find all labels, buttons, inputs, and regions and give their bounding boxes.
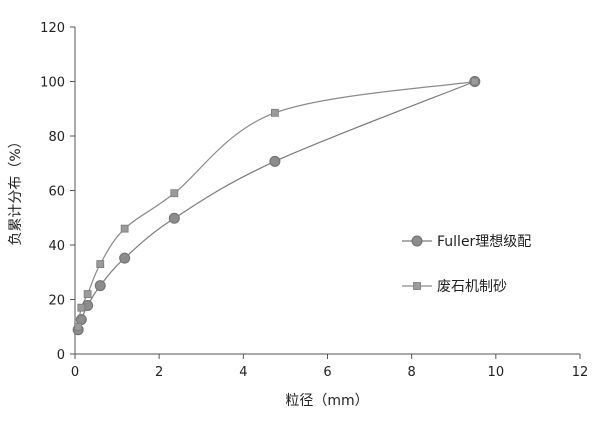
x-tick-label: 2	[155, 365, 163, 380]
y-axis-title: 负累计分布（%）	[8, 134, 24, 245]
legend-label-fuller: Fuller理想级配	[437, 234, 531, 250]
data-point-fuller	[168, 212, 180, 224]
legend-marker-waste-rock-sand	[413, 282, 421, 290]
legend-label-waste-rock-sand: 废石机制砂	[437, 279, 507, 295]
y-tick-label: 20	[48, 294, 65, 309]
y-tick-label: 120	[40, 21, 65, 36]
legend: Fuller理想级配 废石机制砂	[402, 234, 531, 295]
data-point-waste-rock-sand	[77, 303, 86, 312]
plot-area: 0 2 4 6 8 10 12 0 20 40 60 80 100 120	[40, 21, 588, 380]
y-tick-label: 40	[48, 239, 65, 254]
series-layer	[72, 76, 481, 336]
x-tick-label: 10	[488, 365, 505, 380]
x-tick-label: 12	[572, 365, 589, 380]
data-point-waste-rock-sand	[270, 108, 279, 117]
data-point-waste-rock-sand	[74, 322, 83, 331]
legend-item-waste-rock-sand: 废石机制砂	[402, 279, 507, 295]
data-point-fuller	[119, 252, 131, 264]
data-point-fuller	[269, 155, 281, 167]
data-point-waste-rock-sand	[96, 260, 105, 268]
data-point-fuller	[94, 280, 106, 292]
series-line-1	[77, 80, 475, 327]
x-axis-ticks: 0 2 4 6 8 10 12	[71, 354, 588, 380]
y-axis-ticks: 0 20 40 60 80 100 120	[40, 21, 75, 363]
x-tick-label: 6	[323, 365, 331, 380]
series-line-0	[77, 80, 476, 330]
x-tick-label: 0	[71, 365, 79, 380]
data-point-waste-rock-sand	[83, 290, 92, 298]
legend-marker-fuller	[411, 235, 423, 247]
legend-item-fuller: Fuller理想级配	[402, 234, 531, 250]
x-tick-label: 8	[408, 365, 416, 380]
y-tick-label: 100	[40, 76, 65, 91]
data-point-waste-rock-sand	[170, 189, 179, 198]
x-tick-label: 4	[239, 365, 247, 380]
y-tick-label: 80	[48, 130, 65, 145]
data-point-waste-rock-sand	[120, 224, 129, 233]
y-tick-label: 60	[48, 185, 65, 200]
data-point-waste-rock-sand	[470, 77, 479, 86]
x-axis-title: 粒径（mm）	[285, 393, 368, 409]
y-tick-label: 0	[57, 348, 65, 363]
